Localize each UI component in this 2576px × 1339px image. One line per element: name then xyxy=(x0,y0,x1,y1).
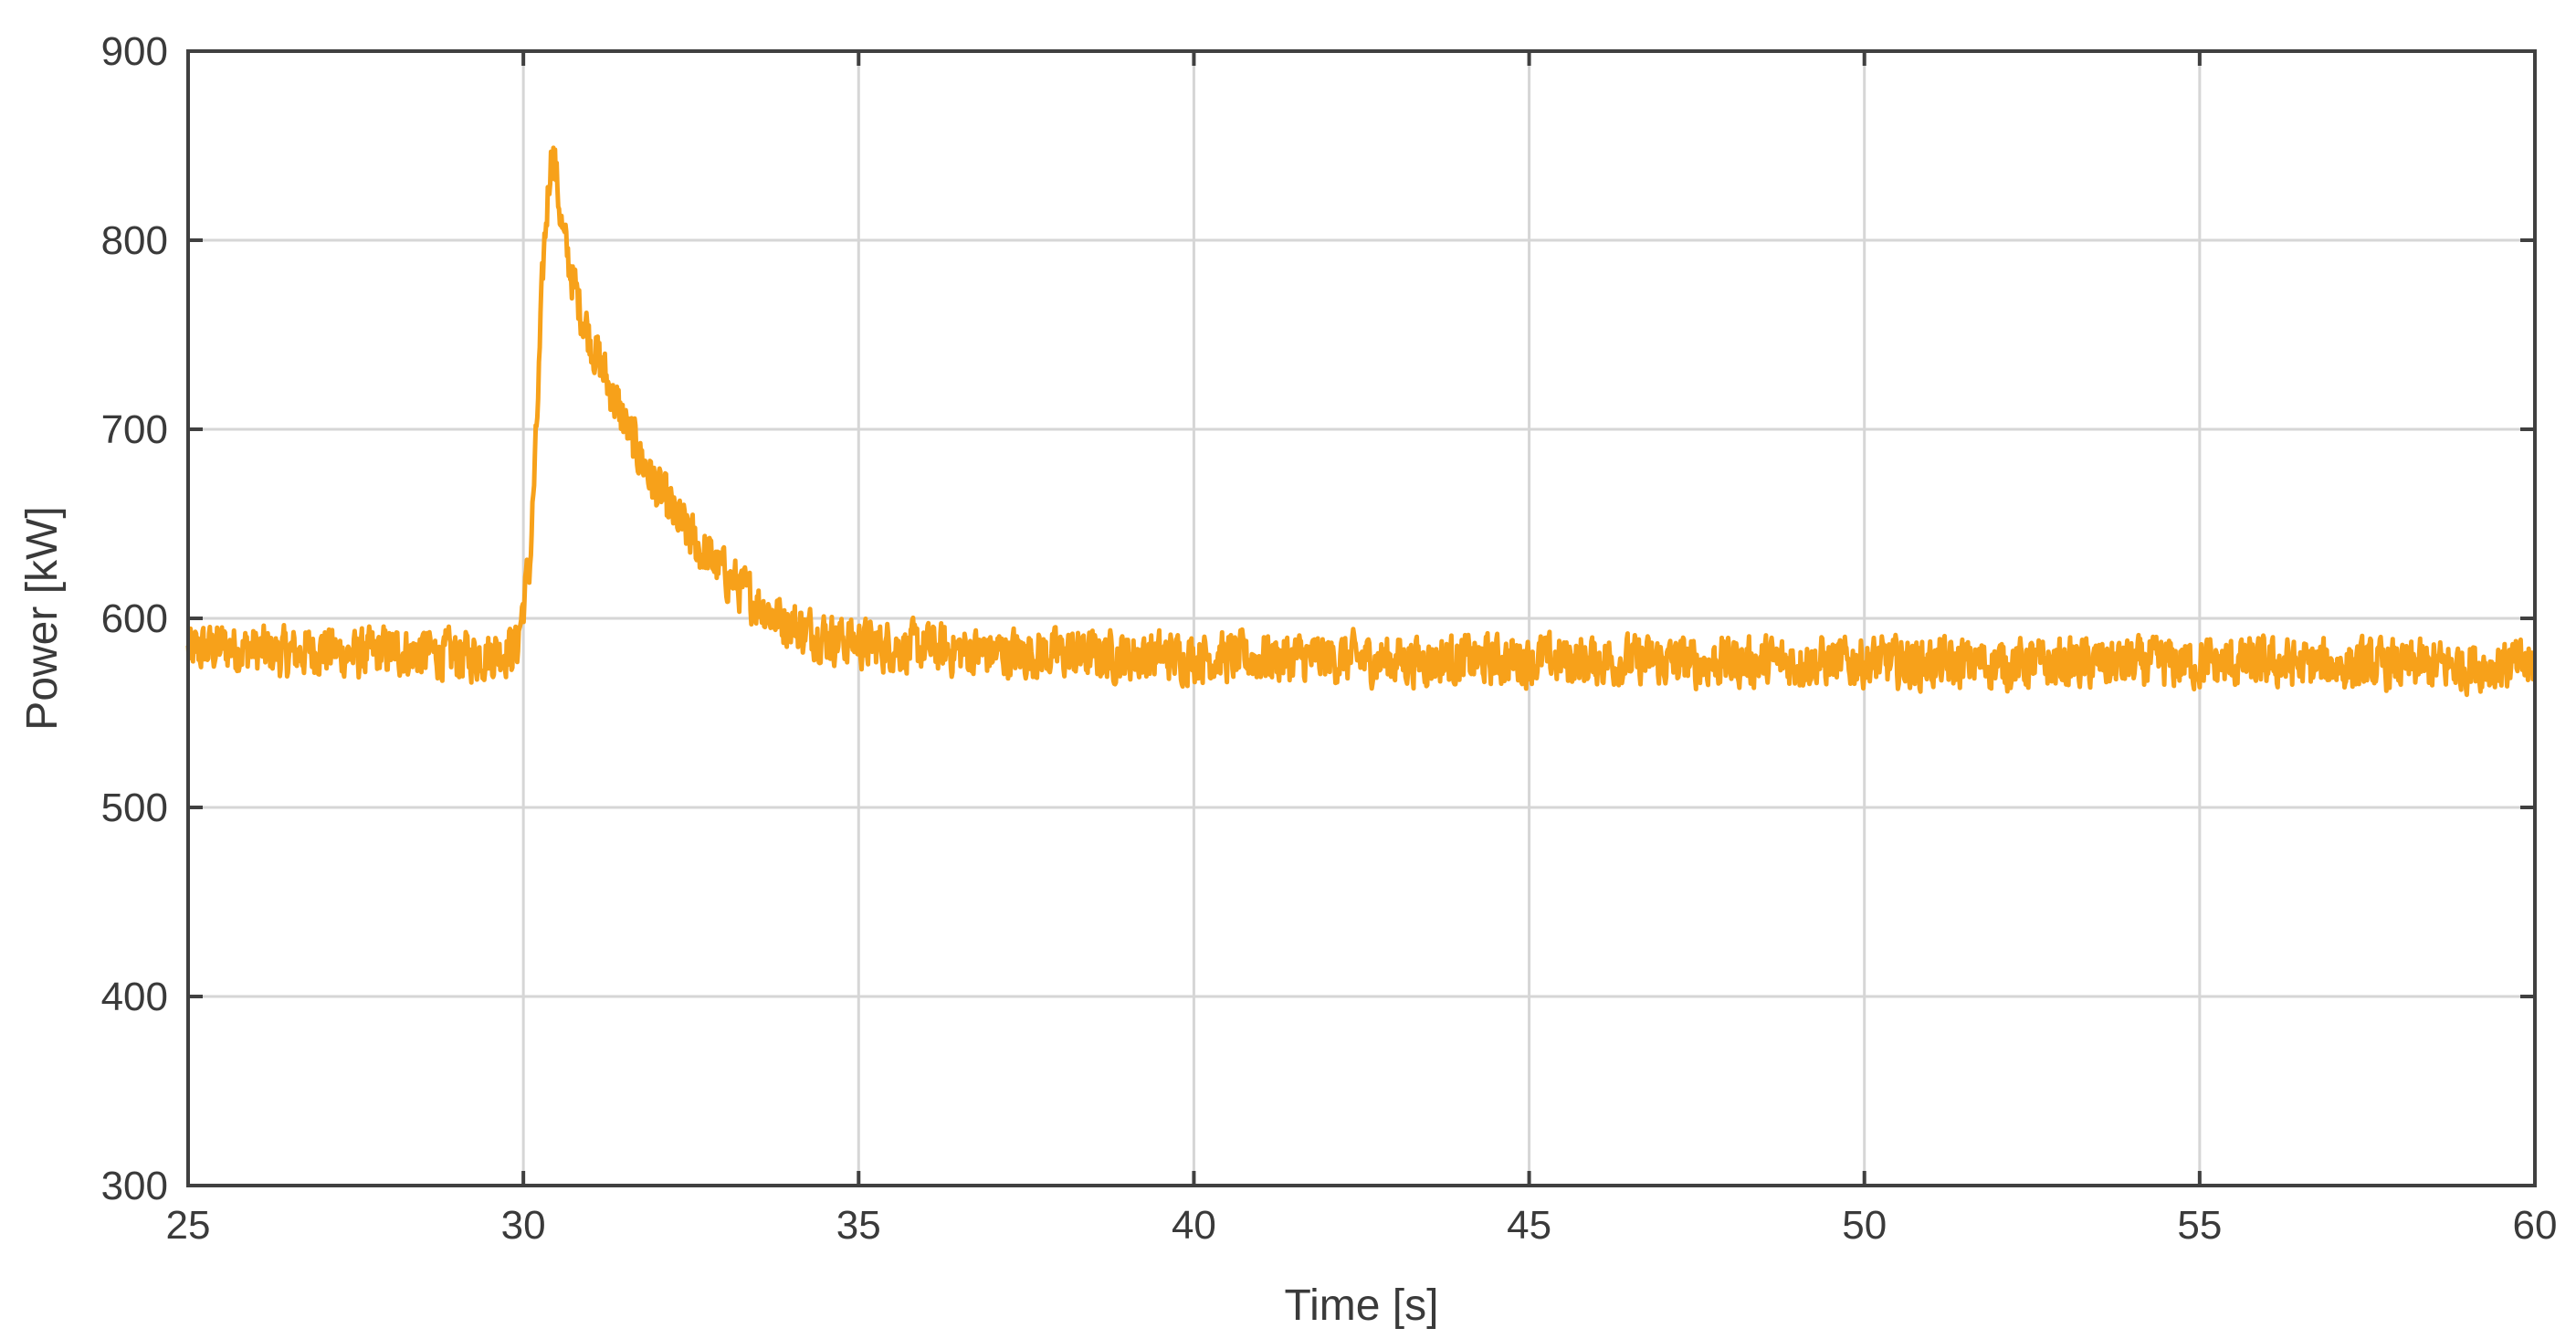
y-tick-label: 500 xyxy=(101,785,168,830)
x-tick-label: 45 xyxy=(1507,1203,1551,1248)
y-tick-labels: 300 400 500 600 700 800 900 xyxy=(101,29,168,1208)
y-axis-label: Power [kW] xyxy=(18,506,67,730)
x-tick-labels: 25 30 35 40 45 50 55 60 xyxy=(166,1203,2558,1248)
tick-marks xyxy=(186,49,2537,1187)
x-tick-label: 55 xyxy=(2177,1203,2222,1248)
x-tick-label: 35 xyxy=(836,1203,881,1248)
series-line xyxy=(185,145,2537,698)
y-tick-label: 600 xyxy=(101,596,168,641)
x-tick-label: 50 xyxy=(1842,1203,1887,1248)
x-tick-label: 25 xyxy=(166,1203,211,1248)
y-tick-label: 400 xyxy=(101,975,168,1019)
x-tick-label: 30 xyxy=(501,1203,546,1248)
grid-lines xyxy=(188,51,2535,1186)
y-tick-label: 300 xyxy=(101,1164,168,1208)
y-tick-label: 700 xyxy=(101,407,168,452)
y-tick-label: 800 xyxy=(101,218,168,263)
x-axis-label: Time [s] xyxy=(1285,1281,1439,1330)
x-tick-label: 60 xyxy=(2513,1203,2558,1248)
series-layer xyxy=(185,145,2537,698)
x-tick-label: 40 xyxy=(1172,1203,1216,1248)
y-tick-label: 900 xyxy=(101,29,168,74)
